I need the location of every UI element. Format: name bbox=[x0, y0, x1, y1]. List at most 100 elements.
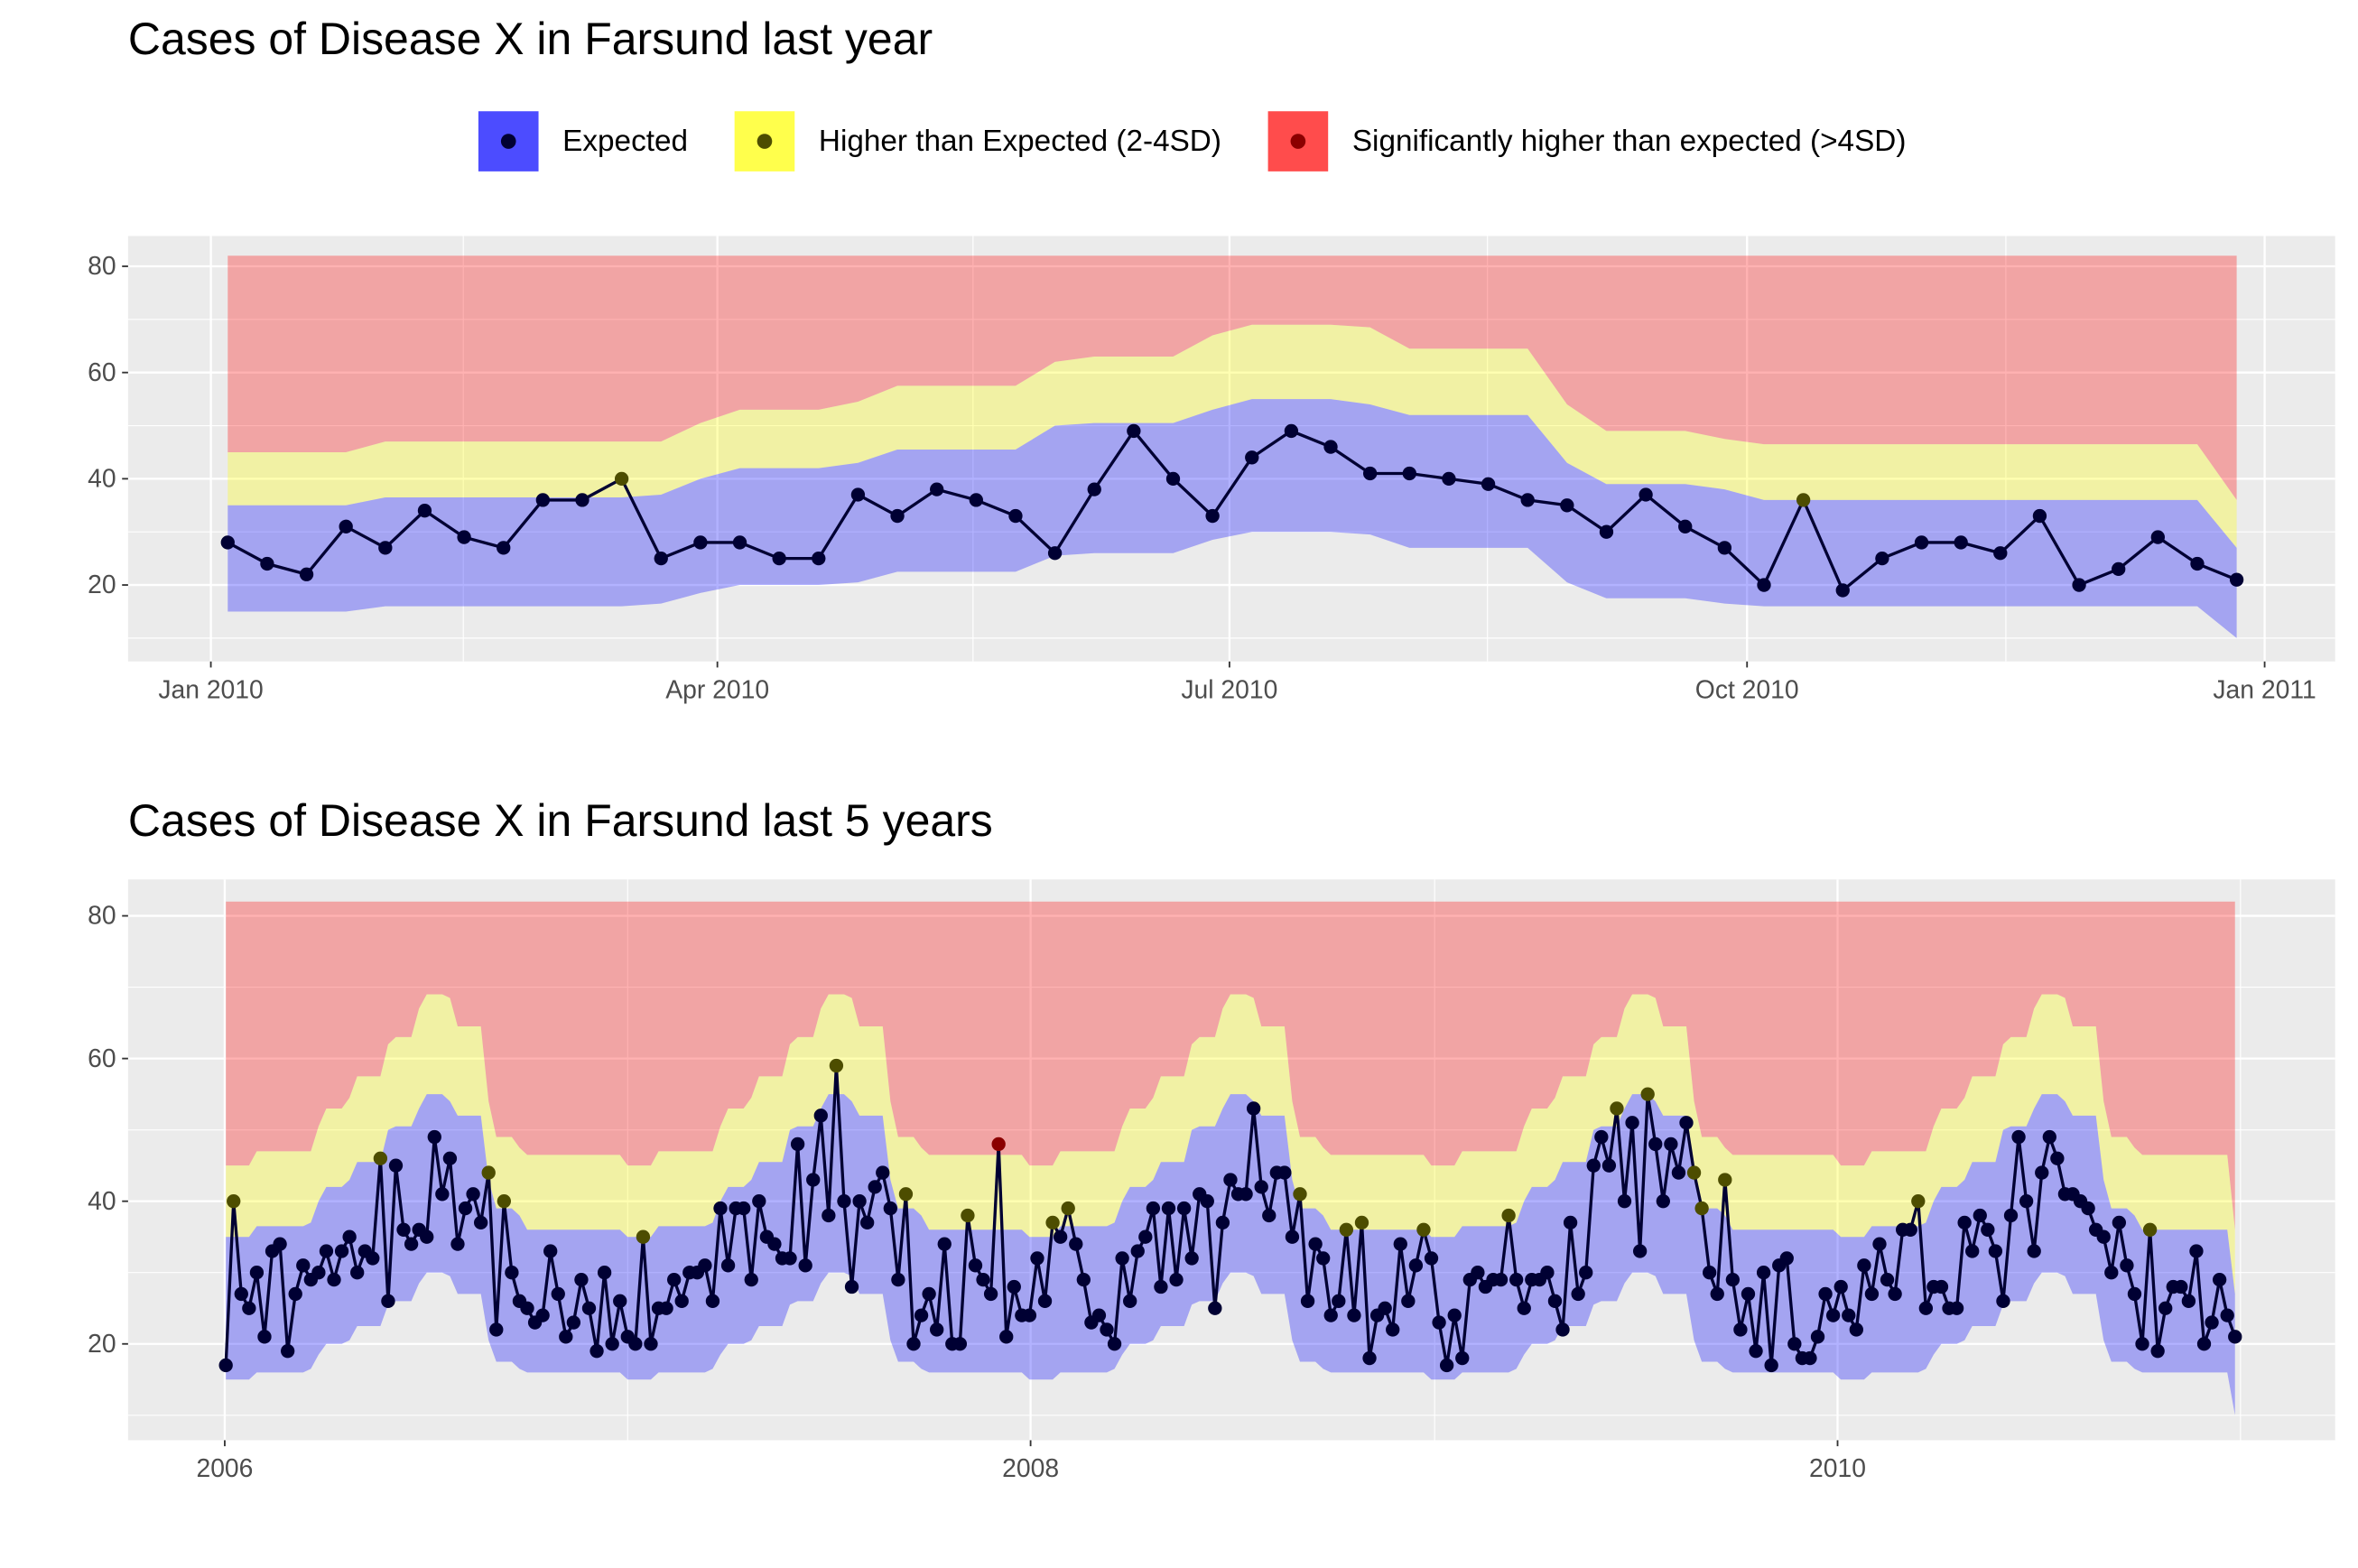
case-point bbox=[1725, 1272, 1741, 1287]
case-point bbox=[1215, 1215, 1230, 1230]
case-point bbox=[1849, 1322, 1863, 1337]
case-point bbox=[906, 1337, 921, 1351]
case-point bbox=[1957, 1215, 1972, 1230]
case-point bbox=[2229, 572, 2244, 587]
case-point bbox=[1818, 1286, 1833, 1302]
case-point bbox=[1973, 1208, 1987, 1223]
case-point bbox=[366, 1251, 380, 1266]
case-point bbox=[450, 1237, 465, 1251]
case-point bbox=[2104, 1266, 2119, 1280]
band-significant bbox=[227, 255, 2237, 500]
case-point bbox=[319, 1244, 334, 1258]
case-point bbox=[767, 1237, 782, 1251]
case-point bbox=[1481, 477, 1496, 491]
case-point bbox=[1787, 1337, 1802, 1351]
case-point bbox=[1154, 1279, 1168, 1294]
x-tick-label: 2008 bbox=[1002, 1453, 1059, 1482]
case-point bbox=[698, 1258, 712, 1273]
case-point bbox=[752, 1194, 766, 1209]
case-point bbox=[2190, 556, 2205, 571]
case-point bbox=[1161, 1201, 1176, 1216]
x-tick-label: 2006 bbox=[196, 1453, 253, 1482]
case-point bbox=[220, 535, 235, 550]
case-point bbox=[1442, 471, 1456, 487]
case-point bbox=[1664, 1137, 1678, 1152]
case-point bbox=[350, 1266, 365, 1280]
case-point bbox=[1300, 1294, 1315, 1308]
case-point bbox=[288, 1286, 302, 1302]
case-point bbox=[693, 535, 708, 550]
case-point bbox=[2189, 1244, 2204, 1258]
chart-title: Cases of Disease X in Farsund last 5 yea… bbox=[128, 795, 993, 846]
case-point bbox=[1954, 535, 1968, 550]
case-point bbox=[1599, 524, 1614, 539]
case-point bbox=[505, 1266, 519, 1280]
case-point bbox=[968, 1258, 983, 1273]
case-point bbox=[1610, 1101, 1624, 1116]
case-point bbox=[1842, 1308, 1856, 1322]
case-point bbox=[257, 1330, 272, 1344]
case-point bbox=[1694, 1201, 1709, 1216]
case-point bbox=[1332, 1294, 1346, 1308]
case-point bbox=[628, 1337, 643, 1351]
case-point bbox=[2072, 578, 2086, 592]
case-point bbox=[2228, 1330, 2242, 1344]
legend-key-point bbox=[500, 134, 516, 149]
case-point bbox=[844, 1279, 859, 1294]
case-point bbox=[1648, 1137, 1663, 1152]
case-point bbox=[1520, 493, 1535, 507]
case-point bbox=[1872, 1237, 1887, 1251]
case-point bbox=[2019, 1194, 2034, 1209]
case-point bbox=[2158, 1301, 2173, 1315]
case-point bbox=[2042, 1129, 2056, 1145]
case-point bbox=[581, 1301, 597, 1315]
case-point bbox=[1354, 1215, 1369, 1230]
case-point bbox=[497, 1194, 511, 1209]
case-point bbox=[1965, 1244, 1980, 1258]
case-point bbox=[744, 1272, 758, 1287]
case-point bbox=[976, 1272, 990, 1287]
case-point bbox=[1471, 1266, 1485, 1280]
case-point bbox=[1100, 1322, 1114, 1337]
case-point bbox=[1323, 1308, 1338, 1322]
case-point bbox=[1717, 541, 1732, 555]
case-point bbox=[1447, 1308, 1462, 1322]
case-point bbox=[1008, 508, 1023, 524]
case-point bbox=[961, 1208, 975, 1223]
case-point bbox=[822, 1208, 836, 1223]
case-point bbox=[296, 1258, 311, 1273]
case-point bbox=[458, 1201, 473, 1216]
band-higher bbox=[227, 324, 2237, 548]
case-point bbox=[1796, 493, 1811, 507]
case-point bbox=[1123, 1294, 1137, 1308]
case-point bbox=[1880, 1272, 1895, 1287]
case-point bbox=[1007, 1279, 1021, 1294]
case-point bbox=[891, 1272, 905, 1287]
x-tick-label: Oct 2010 bbox=[1695, 675, 1799, 704]
case-point bbox=[952, 1337, 968, 1351]
case-point bbox=[473, 1215, 488, 1230]
legend-label: Significantly higher than expected (>4SD… bbox=[1352, 125, 1907, 158]
case-point bbox=[772, 551, 786, 566]
case-point bbox=[2181, 1294, 2196, 1308]
case-point bbox=[605, 1337, 619, 1351]
case-point bbox=[674, 1294, 689, 1308]
case-point bbox=[914, 1308, 929, 1322]
case-point bbox=[466, 1187, 480, 1202]
case-point bbox=[790, 1137, 805, 1152]
case-point bbox=[535, 493, 551, 507]
case-point bbox=[1169, 1272, 1184, 1287]
case-point bbox=[1176, 1201, 1192, 1216]
case-point bbox=[859, 1215, 875, 1230]
case-point bbox=[1803, 1350, 1817, 1366]
case-point bbox=[442, 1151, 458, 1165]
case-point bbox=[1022, 1308, 1037, 1322]
case-point bbox=[1432, 1315, 1446, 1330]
case-point bbox=[732, 535, 747, 550]
case-point bbox=[1277, 1165, 1292, 1180]
case-point bbox=[1914, 535, 1929, 550]
case-point bbox=[613, 1294, 627, 1308]
legend-key-point bbox=[757, 134, 773, 149]
